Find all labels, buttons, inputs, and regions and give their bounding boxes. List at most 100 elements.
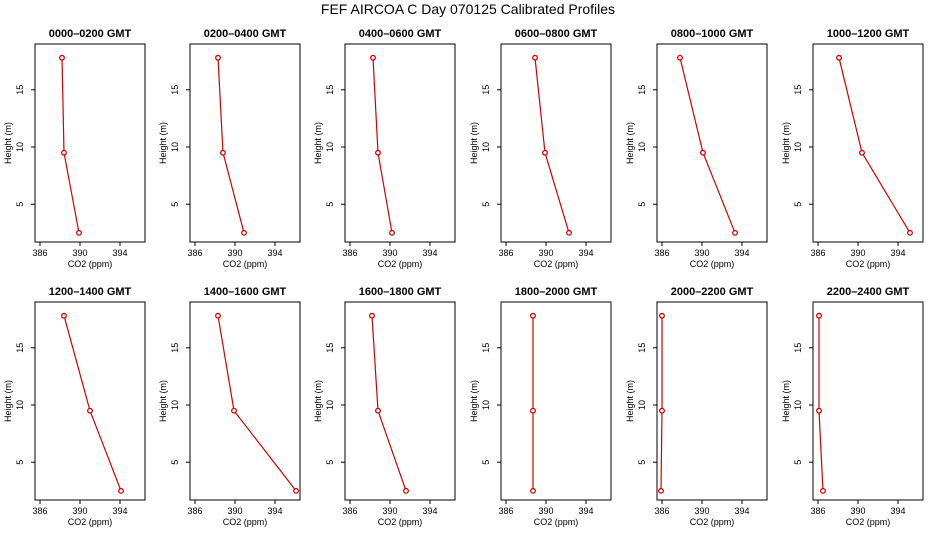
- x-tick-label: 394: [734, 506, 749, 516]
- panel-9: 1600–1800 GMT 386 390 394 5 10 15 CO2 (ppm) Heig…: [313, 286, 456, 527]
- x-tick-label: 394: [578, 248, 593, 258]
- data-point: [375, 149, 381, 156]
- data-point: [530, 312, 536, 319]
- profile-line: [838, 57, 911, 234]
- x-tick-label: 390: [227, 506, 242, 516]
- x-tick-label: 390: [72, 506, 87, 516]
- data-point: [659, 312, 665, 319]
- x-axis-label: CO2 (ppm): [378, 517, 423, 527]
- y-axis-label: Height (m): [313, 380, 323, 422]
- y-tick-label: 15: [15, 85, 25, 95]
- plot-frame: [344, 43, 456, 243]
- y-tick-label: 5: [793, 202, 803, 207]
- y-axis-label: Height (m): [158, 380, 168, 422]
- y-tick-label: 10: [15, 142, 25, 152]
- x-tick-label: 390: [694, 248, 709, 258]
- data-point: [820, 487, 826, 494]
- plot-frame: [189, 43, 301, 243]
- x-tick-label: 394: [734, 248, 749, 258]
- panel-12: 2200–2400 GMT 386 390 394 5 10 15 CO2 (ppm) Heig…: [781, 286, 924, 527]
- x-tick-label: 386: [810, 506, 825, 516]
- plot-frame: [500, 43, 612, 243]
- panel-1: 0000–0200 GMT 386 390 394 5 10 15 CO2 (ppm) Heig…: [3, 28, 146, 269]
- y-axis-label: Height (m): [625, 122, 635, 164]
- x-tick-label: 394: [112, 506, 127, 516]
- data-point: [231, 407, 237, 414]
- panel-title: 1200–1400 GMT: [49, 286, 132, 298]
- panel-title: 2200–2400 GMT: [827, 286, 910, 298]
- x-tick-label: 386: [32, 248, 47, 258]
- data-point: [732, 229, 738, 236]
- x-axis-label: CO2 (ppm): [68, 517, 113, 527]
- panel-title: 1400–1600 GMT: [204, 286, 287, 298]
- y-tick-label: 10: [481, 400, 491, 410]
- data-point: [59, 54, 65, 61]
- y-tick-label: 15: [481, 343, 491, 353]
- panel-title: 0400–0600 GMT: [359, 28, 442, 40]
- data-point: [118, 487, 124, 494]
- data-point: [859, 149, 865, 156]
- x-tick-label: 386: [187, 506, 202, 516]
- profile-line: [217, 315, 297, 492]
- panel-6: 1000–1200 GMT 386 390 394 5 10 15 CO2 (ppm) Heig…: [781, 28, 924, 269]
- y-tick-label: 5: [15, 202, 25, 207]
- data-point: [532, 54, 538, 61]
- data-point: [76, 229, 82, 236]
- y-tick-label: 15: [481, 85, 491, 95]
- y-axis-label: Height (m): [781, 122, 791, 164]
- y-tick-label: 10: [793, 400, 803, 410]
- y-tick-label: 15: [793, 343, 803, 353]
- plot-frame: [500, 301, 612, 501]
- panel-4: 0600–0800 GMT 386 390 394 5 10 15 CO2 (ppm) Heig…: [469, 28, 612, 269]
- data-point: [530, 487, 536, 494]
- y-tick-label: 15: [15, 343, 25, 353]
- y-tick-label: 5: [170, 460, 180, 465]
- profile-line: [660, 315, 663, 491]
- y-tick-label: 5: [481, 460, 491, 465]
- data-point: [530, 407, 536, 414]
- x-axis-label: CO2 (ppm): [846, 517, 891, 527]
- profile-line: [372, 57, 393, 233]
- x-tick-label: 390: [850, 248, 865, 258]
- profile-line: [217, 57, 245, 233]
- data-point: [677, 54, 683, 61]
- data-point: [215, 54, 221, 61]
- x-tick-label: 394: [267, 506, 282, 516]
- x-tick-label: 386: [654, 506, 669, 516]
- data-point: [370, 54, 376, 61]
- profile-line: [61, 57, 80, 233]
- panel-title: 0000–0200 GMT: [49, 28, 132, 40]
- x-axis-label: CO2 (ppm): [690, 259, 735, 269]
- x-tick-label: 394: [267, 248, 282, 258]
- x-tick-label: 390: [227, 248, 242, 258]
- y-tick-label: 10: [170, 400, 180, 410]
- x-axis-label: CO2 (ppm): [378, 259, 423, 269]
- data-point: [61, 149, 67, 156]
- panel-10: 1800–2000 GMT 386 390 394 5 10 15 CO2 (ppm) Heig…: [469, 286, 612, 527]
- y-tick-label: 5: [637, 460, 647, 465]
- y-tick-label: 10: [637, 142, 647, 152]
- x-axis-label: CO2 (ppm): [846, 259, 891, 269]
- y-tick-label: 15: [637, 85, 647, 95]
- y-tick-label: 10: [325, 142, 335, 152]
- y-axis-label: Height (m): [625, 380, 635, 422]
- data-point: [836, 54, 842, 61]
- y-tick-label: 10: [481, 142, 491, 152]
- data-point: [375, 407, 381, 414]
- data-point: [907, 229, 913, 236]
- y-tick-label: 10: [170, 142, 180, 152]
- x-tick-label: 394: [890, 506, 905, 516]
- panel-7: 1200–1400 GMT 386 390 394 5 10 15 CO2 (ppm) Heig…: [3, 286, 146, 527]
- y-tick-label: 10: [325, 400, 335, 410]
- plot-frame: [812, 43, 924, 243]
- panel-title: 0800–1000 GMT: [671, 28, 754, 40]
- data-point: [293, 487, 299, 494]
- profile-line: [63, 315, 122, 492]
- data-point: [241, 229, 247, 236]
- panel-5: 0800–1000 GMT 386 390 394 5 10 15 CO2 (ppm) Heig…: [625, 28, 768, 269]
- y-tick-label: 5: [325, 202, 335, 207]
- y-axis-label: Height (m): [469, 380, 479, 422]
- y-tick-label: 15: [325, 343, 335, 353]
- panel-title: 1800–2000 GMT: [515, 286, 598, 298]
- x-axis-label: CO2 (ppm): [223, 259, 268, 269]
